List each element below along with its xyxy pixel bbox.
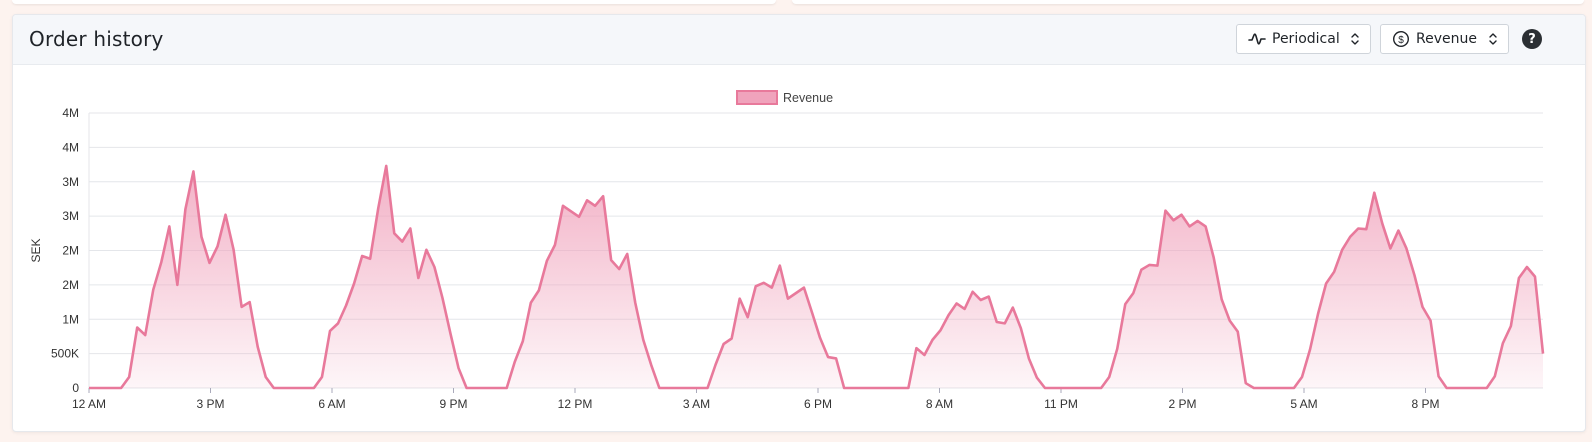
- card-header: Order history Periodical $ Revenue ?: [13, 15, 1585, 65]
- x-tick-label: 8 PM: [1411, 397, 1439, 411]
- x-tick-label: 12 AM: [72, 397, 106, 411]
- wave-icon: [1247, 29, 1267, 49]
- period-select[interactable]: Periodical: [1236, 24, 1371, 54]
- x-tick-label: 3 PM: [196, 397, 224, 411]
- top-card-edge-right: [792, 0, 1584, 4]
- y-tick-label: 4M: [62, 106, 79, 120]
- x-tick-label: 9 PM: [439, 397, 467, 411]
- x-tick-label: 2 PM: [1168, 397, 1196, 411]
- help-icon[interactable]: ?: [1522, 29, 1542, 49]
- chevron-updown-icon: [1350, 30, 1360, 48]
- revenue-chart: 0 500K 1M 2M 2M 3M 3M 4M 4M SEK 12 AM 3 PM 6 AM 9 PM 1…: [29, 90, 1545, 411]
- y-tick-label: 1M: [62, 312, 79, 326]
- order-history-card: Order history Periodical $ Revenue ? 0 50…: [12, 14, 1586, 432]
- metric-select[interactable]: $ Revenue: [1380, 24, 1509, 54]
- chevron-updown-icon: [1488, 30, 1498, 48]
- legend-swatch-revenue: [736, 90, 778, 105]
- svg-text:$: $: [1398, 35, 1404, 46]
- metric-select-label: Revenue: [1416, 31, 1477, 47]
- top-card-edge-left: [12, 0, 776, 4]
- card-title: Order history: [29, 27, 164, 51]
- x-tick-label: 6 AM: [318, 397, 345, 411]
- y-axis-label: SEK: [29, 238, 43, 262]
- x-tick-label: 6 PM: [804, 397, 832, 411]
- y-tick-label: 0: [72, 381, 79, 395]
- legend-label-revenue: Revenue: [783, 91, 833, 105]
- y-tick-label: 3M: [62, 175, 79, 189]
- x-tick-label: 8 AM: [926, 397, 953, 411]
- x-tick-label: 12 PM: [558, 397, 593, 411]
- y-tick-label: 2M: [62, 278, 79, 292]
- x-tick-label: 5 AM: [1290, 397, 1317, 411]
- series-line-revenue: [89, 164, 1545, 390]
- period-select-label: Periodical: [1272, 31, 1340, 47]
- y-tick-label: 500K: [51, 347, 79, 361]
- y-tick-label: 4M: [62, 140, 79, 154]
- y-tick-label: 2M: [62, 244, 79, 258]
- series-area-revenue: [89, 165, 1543, 388]
- dollar-circle-icon: $: [1391, 29, 1411, 49]
- y-tick-label: 3M: [62, 209, 79, 223]
- x-tick-label: 11 PM: [1044, 397, 1078, 411]
- x-tick-label: 3 AM: [683, 397, 710, 411]
